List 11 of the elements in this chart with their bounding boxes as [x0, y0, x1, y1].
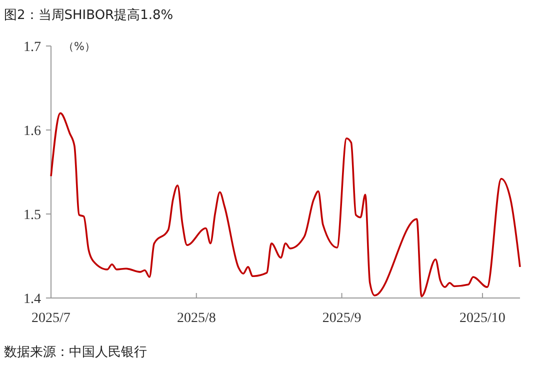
y-tick-label: 1.5 — [24, 208, 41, 223]
y-tick-label: 1.7 — [24, 40, 41, 55]
x-tick-label: 2025/8 — [176, 311, 216, 326]
y-tick-label: 1.6 — [24, 124, 41, 139]
y-axis-title: （%） — [63, 40, 96, 53]
y-tick-label: 1.4 — [24, 292, 41, 307]
x-tick-label: 2025/9 — [322, 311, 362, 326]
x-tick-label: 2025/10 — [460, 311, 506, 326]
x-tick-label: 2025/7 — [32, 311, 70, 326]
source-note: 数据来源：中国人民银行 — [4, 345, 147, 360]
chart-title: 图2：当周SHIBOR提高1.8% — [4, 7, 174, 23]
